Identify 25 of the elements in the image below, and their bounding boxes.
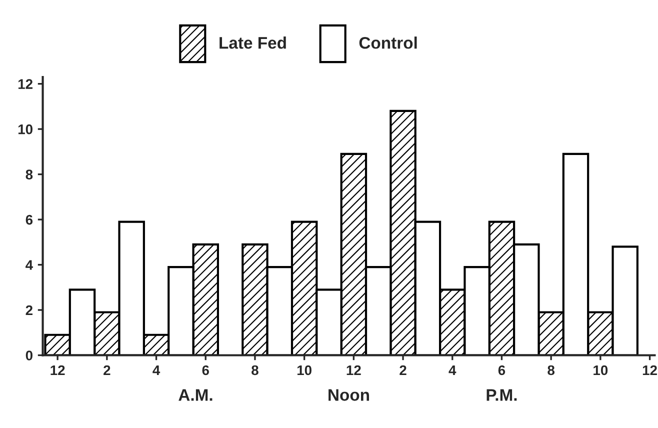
text: P.M. (486, 389, 517, 401)
x-tick-label: 8 (252, 365, 258, 376)
y-tick-label: 2 (26, 305, 32, 316)
text: A.M. (178, 389, 212, 401)
x-tick-label: 12 (346, 365, 361, 376)
x-tick-label: 10 (297, 365, 312, 376)
y-tick-label: 0 (26, 350, 32, 360)
x-tick-label: 12 (50, 365, 65, 376)
y-tick-label: 4 (26, 260, 33, 270)
x-tick-label: 2 (104, 365, 110, 376)
y-tick-label: 8 (26, 170, 33, 180)
text: Noon (328, 389, 369, 401)
x-tick-label: 2 (400, 365, 406, 376)
y-tick-label: 10 (18, 124, 32, 134)
x-tick-label: 6 (202, 365, 209, 376)
x-tick-label: 4 (152, 365, 160, 376)
x-tick-label: 4 (448, 365, 456, 376)
y-tick-label: 6 (26, 214, 33, 225)
legend-label: Control (359, 36, 417, 49)
y-tick-label: 12 (18, 79, 32, 89)
x-tick-label: 6 (498, 365, 506, 376)
x-tick-label: 8 (548, 365, 555, 376)
legend-label: Late Fed (220, 36, 286, 49)
x-tick-label: 12 (642, 365, 657, 376)
x-tick-label: 10 (594, 365, 608, 376)
